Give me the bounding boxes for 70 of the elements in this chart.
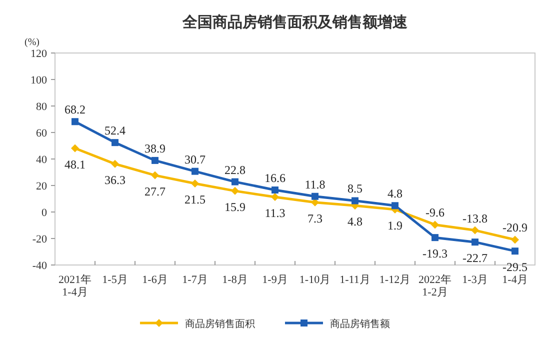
point	[392, 202, 398, 210]
data-label: 11.3	[264, 206, 286, 220]
point	[151, 171, 159, 180]
data-label: 48.1	[64, 157, 86, 172]
y-tick-label: 60	[36, 128, 48, 140]
point	[71, 144, 79, 152]
x-tick-label: 2021年 1-4月	[58, 274, 92, 299]
chart-title: 全国商品房销售面积及销售额增速	[182, 13, 408, 31]
data-label: -19.3	[422, 246, 448, 261]
data-label: 4.8	[348, 214, 362, 229]
data-label: 21.5	[184, 192, 206, 207]
data-label: 11.8	[304, 177, 326, 192]
point	[112, 139, 118, 146]
point	[312, 192, 318, 200]
point	[432, 234, 438, 242]
x-tick-label: 1-12月	[379, 274, 411, 286]
data-label: 15.9	[224, 200, 246, 214]
x-tick-label: 1-5月	[102, 274, 128, 286]
data-label: 52.4	[104, 124, 126, 138]
y-tick-label: 120	[30, 48, 48, 60]
data-label: -13.8	[462, 211, 488, 226]
point	[352, 197, 358, 204]
point	[431, 220, 439, 229]
y-tick-label: -40	[32, 260, 48, 272]
point	[271, 193, 279, 202]
point	[511, 236, 519, 244]
data-label: 7.3	[308, 211, 322, 226]
data-label: 8.5	[348, 182, 362, 196]
x-tick-label: 1-9月	[262, 274, 288, 286]
data-label: 1.9	[388, 218, 402, 232]
data-label: -29.5	[502, 260, 528, 274]
y-tick-label: 20	[36, 180, 48, 192]
data-label: -9.6	[426, 206, 444, 220]
data-label: -22.7	[462, 251, 488, 266]
y-axis-title: (%)	[24, 37, 40, 48]
x-tick-label: 1-3月	[462, 274, 488, 286]
y-tick-label: 100	[30, 74, 48, 86]
data-label: 22.8	[224, 162, 246, 177]
x-tick-label: 1-6月	[142, 274, 168, 286]
point	[192, 168, 198, 175]
point	[191, 180, 199, 188]
point	[72, 118, 78, 126]
data-label: 27.7	[144, 184, 166, 198]
x-tick-label: 1-4月	[502, 274, 528, 286]
point	[111, 160, 119, 168]
point	[152, 156, 158, 164]
data-label: 4.8	[388, 186, 402, 201]
data-label: 36.3	[104, 172, 126, 187]
point	[471, 226, 479, 234]
x-tick-label: 1-8月	[222, 274, 248, 286]
point	[232, 178, 238, 186]
legend-label: 商品房销售额	[330, 318, 390, 330]
data-label: -20.9	[502, 220, 528, 235]
data-label: 16.6	[264, 171, 286, 186]
y-tick-label: 80	[36, 101, 48, 113]
data-label: 38.9	[144, 141, 166, 156]
point	[231, 186, 239, 195]
data-label: 30.7	[184, 152, 206, 166]
x-tick-label: 1-7月	[182, 274, 208, 286]
point	[472, 238, 478, 246]
legend-label: 商品房销售面积	[185, 318, 255, 330]
y-tick-label: 40	[36, 154, 48, 166]
y-tick-label: 0	[42, 207, 48, 219]
x-tick-label: 2022年 1-2月	[418, 274, 452, 299]
y-tick-label: -20	[32, 234, 48, 246]
x-tick-label: 1-11月	[340, 274, 370, 286]
point	[272, 186, 278, 194]
data-label: 68.2	[64, 102, 86, 117]
x-tick-label: 1-10月	[299, 274, 331, 286]
point	[512, 248, 518, 255]
